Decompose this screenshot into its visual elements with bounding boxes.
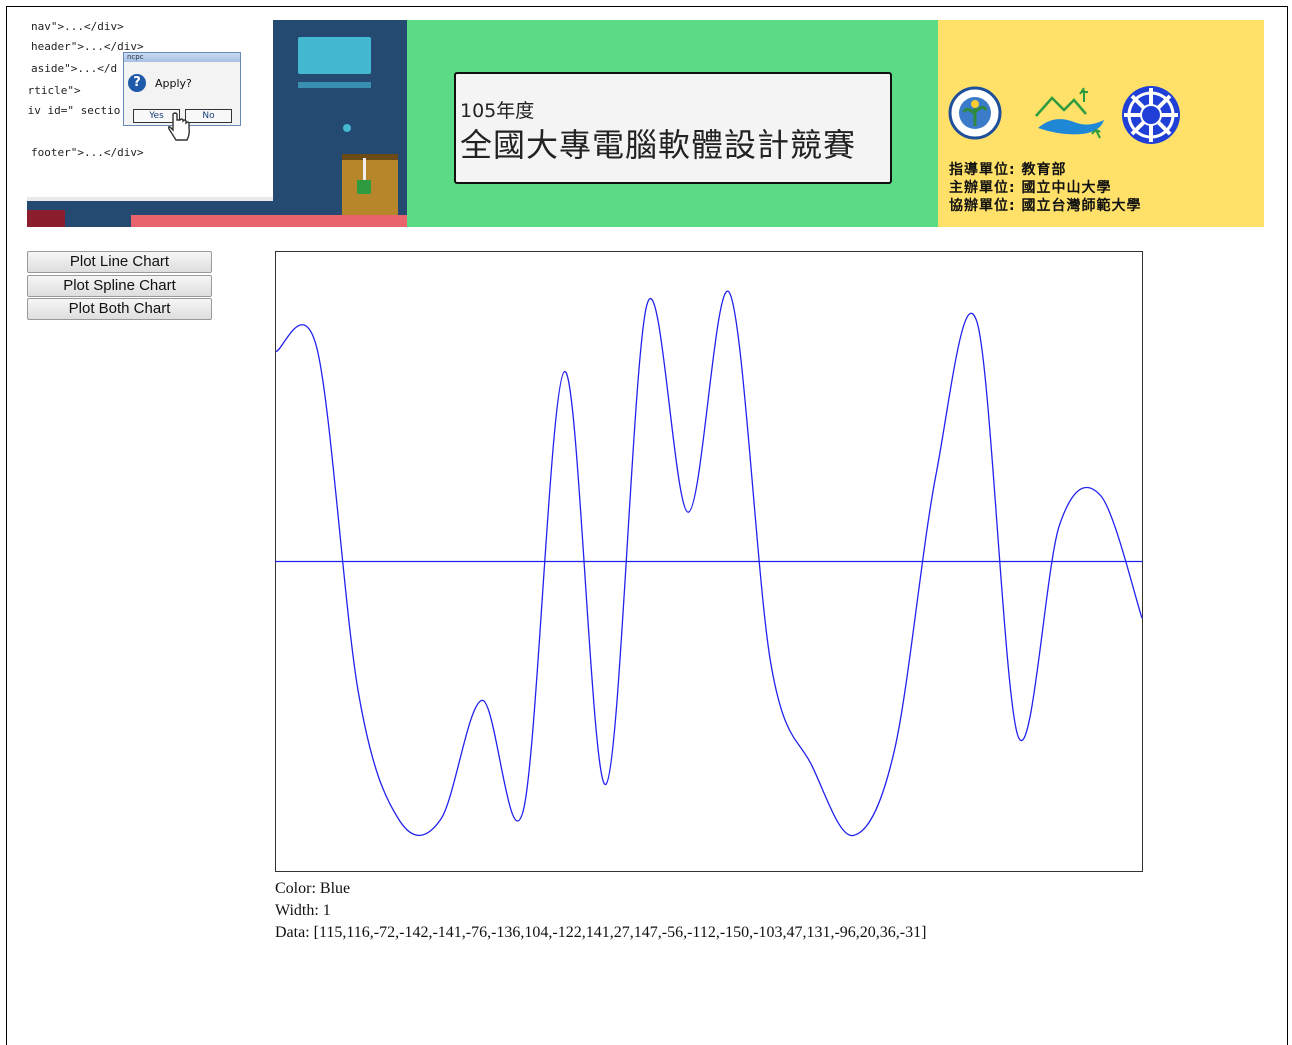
nsysu-logo-icon bbox=[1035, 87, 1104, 139]
chart-data-point bbox=[1099, 494, 1103, 498]
chart-data-info: Data: [115,116,-72,-142,-141,-76,-136,10… bbox=[275, 924, 927, 941]
desk-illustration bbox=[131, 215, 407, 227]
banner-credits-panel: 指導單位: 教育部 主辦單位: 國立中山大學 協辦單位: 國立台灣師範大學 bbox=[938, 20, 1264, 227]
chart-data-point bbox=[893, 748, 897, 752]
code-line: article"> bbox=[27, 84, 81, 97]
credit-line: 指導單位: 教育部 bbox=[949, 162, 1067, 178]
ntnu-logo-icon bbox=[1122, 86, 1180, 144]
chart-data-point bbox=[398, 819, 402, 823]
credit-line: 主辦單位: 國立中山大學 bbox=[949, 180, 1112, 196]
chart-canvas bbox=[275, 251, 1143, 872]
page-frame bbox=[6, 6, 1288, 1045]
chart-data-point bbox=[975, 320, 979, 324]
chart-data-point bbox=[810, 764, 814, 768]
chart-data-point bbox=[480, 698, 484, 702]
banner-code-panel: nav">...</div> header">...</div> aside">… bbox=[27, 20, 407, 227]
box-tag-illustration bbox=[357, 180, 371, 194]
code-line: header">...</div> bbox=[31, 40, 144, 53]
dialog-no-button: No bbox=[185, 109, 232, 123]
chart-color-info: Color: Blue bbox=[275, 880, 351, 897]
dialog-message: Apply? bbox=[155, 77, 192, 90]
ministry-of-education-logo-icon bbox=[948, 86, 1002, 140]
page-title: 全國大專電腦軟體設計競賽 bbox=[460, 126, 857, 164]
title-year: 105年度 bbox=[460, 100, 535, 122]
hand-cursor-icon bbox=[167, 112, 190, 141]
banner: nav">...</div> header">...</div> aside">… bbox=[27, 20, 1264, 227]
pencil-illustration bbox=[363, 158, 366, 180]
plot-line-chart-button[interactable]: Plot Line Chart bbox=[27, 251, 212, 273]
chart-data-point bbox=[1058, 523, 1062, 527]
chart-data-point bbox=[439, 817, 443, 821]
chart-data-point bbox=[934, 474, 938, 478]
chart-info: Color: Blue Width: 1 Data: [115,116,-72,… bbox=[275, 878, 926, 944]
chart-data-point bbox=[521, 808, 525, 812]
code-line: footer">...</div> bbox=[31, 146, 144, 159]
chart-data-point bbox=[769, 662, 773, 666]
illustration-dialog: ncpc ? Apply? Yes No bbox=[123, 52, 241, 126]
chart-data-point bbox=[315, 348, 319, 352]
chart-data-point bbox=[356, 691, 360, 695]
code-line: div id=" sectio bbox=[27, 104, 121, 117]
chart-data-point bbox=[563, 370, 567, 374]
chart-data-point bbox=[686, 510, 690, 514]
chart-series-line bbox=[275, 290, 1143, 837]
dialog-title: ncpc bbox=[124, 53, 240, 62]
chart-data-point bbox=[728, 291, 732, 295]
desk-illustration bbox=[27, 210, 65, 227]
chart-data-point bbox=[851, 833, 855, 837]
credit-line: 協辦單位: 國立台灣師範大學 bbox=[949, 198, 1142, 214]
question-icon: ? bbox=[128, 74, 146, 92]
chart-data-point bbox=[645, 302, 649, 306]
code-line: nav">...</div> bbox=[31, 20, 124, 33]
chart-width-info: Width: 1 bbox=[275, 902, 331, 919]
title-box: 105年度 全國大專電腦軟體設計競賽 bbox=[454, 72, 892, 184]
plot-both-chart-button[interactable]: Plot Both Chart bbox=[27, 298, 212, 320]
code-line: aside">...</d bbox=[31, 62, 118, 75]
chart-data-point bbox=[604, 782, 608, 786]
chart-data-point bbox=[1016, 735, 1020, 739]
plot-spline-chart-button[interactable]: Plot Spline Chart bbox=[27, 275, 212, 297]
credits: 指導單位: 教育部 主辦單位: 國立中山大學 協辦單位: 國立台灣師範大學 bbox=[949, 161, 1141, 215]
dialog-yes-button: Yes bbox=[133, 109, 180, 123]
computer-drive-slot bbox=[298, 37, 371, 74]
computer-drive-slot bbox=[298, 82, 371, 88]
computer-power-led bbox=[343, 124, 351, 132]
banner-title-panel: 105年度 全國大專電腦軟體設計競賽 bbox=[407, 20, 938, 227]
